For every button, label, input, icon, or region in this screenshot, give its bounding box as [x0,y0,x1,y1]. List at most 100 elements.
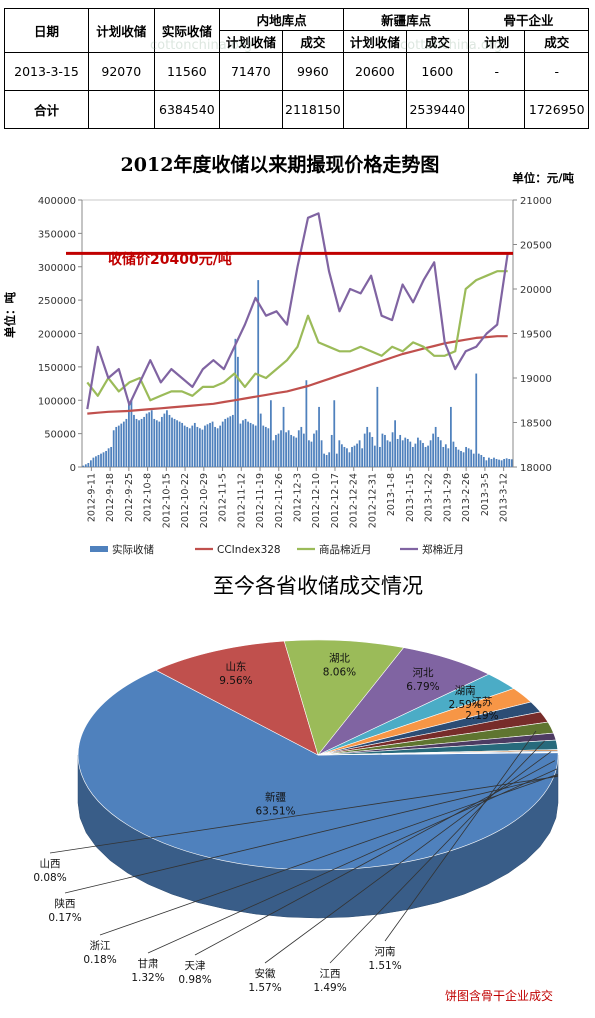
bar-actual-storage [112,430,115,467]
bar-actual-storage [87,462,90,467]
cell-bb-deal: - [524,52,589,91]
x-tick-label: 2012-9-18 [105,473,116,522]
x-tick-label: 2013-1-29 [442,473,453,522]
bar-actual-storage [432,433,435,467]
bar-actual-storage [226,417,229,467]
y-tick-label-left: 400000 [38,196,76,207]
x-tick-label: 2013-1-8 [386,473,397,516]
watermark-text: cottonchina.org [400,38,503,53]
x-tick-label: 2012-12-17 [330,473,341,528]
y-tick-label-right: 21000 [520,196,552,207]
bar-actual-storage [308,440,310,467]
y-tick-label-left: 100000 [38,396,76,407]
pie-callout-line [49,776,558,854]
pie-label-name: 湖北 [329,653,350,665]
bar-actual-storage [224,418,227,467]
bar-actual-storage [414,443,417,467]
bar-actual-storage [315,430,318,467]
bar-actual-storage [505,458,508,467]
bar-actual-storage [282,406,285,467]
bar-actual-storage [503,458,506,467]
bar-actual-storage [361,448,364,467]
total-xj-deal: 2539440 [405,90,470,129]
bar-actual-storage [338,440,341,467]
bar-actual-storage [381,433,384,467]
header-backbone: 骨干企业 [468,8,589,31]
bar-actual-storage [399,434,402,467]
bar-actual-storage [485,460,488,467]
bar-actual-storage [158,421,161,467]
x-tick-label: 2013-2-26 [461,473,472,522]
table-total-row: 合计 6384540 2118150 2539440 1726950 [4,90,589,129]
bar-actual-storage [120,423,123,467]
bar-actual-storage [275,434,277,467]
bar-actual-storage [396,438,399,467]
bar-actual-storage [148,412,151,467]
bar-actual-storage [204,425,206,467]
bar-actual-storage [171,417,173,467]
bar-actual-storage [280,430,282,467]
bar-actual-storage [351,446,353,467]
pie-callout-line [147,768,558,954]
bar-actual-storage [368,432,371,467]
bar-actual-storage [323,453,326,467]
series-line-3 [86,212,509,410]
bar-actual-storage [82,465,85,467]
bar-actual-storage [89,460,92,467]
y-tick-label-right: 19000 [520,374,552,385]
bar-actual-storage [455,446,457,467]
pie-label-name: 浙江 [90,940,111,952]
header-xj-plan: 计划收储 [343,30,407,53]
bar-actual-storage [318,406,320,467]
summary-table: 日期 计划收储 实际收储 内地库点 新疆库点 骨干企业 计划收储 成交 计划收储… [4,8,589,129]
bar-actual-storage [472,453,475,467]
total-plan [88,90,155,129]
x-tick-label: 2012-12-31 [367,473,378,528]
bar-actual-storage [348,452,351,467]
cell-xj-deal: 1600 [405,52,470,91]
bar-actual-storage [457,449,460,467]
bar-actual-storage [269,400,272,467]
pie-label-value: 0.08% [33,872,66,884]
bar-actual-storage [95,456,97,467]
bar-actual-storage [444,444,447,467]
bar-actual-storage [366,426,369,467]
pie-label-value: 6.79% [406,681,439,693]
bar-actual-storage [358,440,361,467]
bar-actual-storage [320,440,323,467]
bar-actual-storage [242,420,244,467]
bar-actual-storage [150,410,153,467]
bar-actual-storage [163,413,166,467]
pie-slice-山东 [155,640,319,756]
pie-slice-山西 [317,751,559,756]
x-tick-label: 2012-11-12 [236,473,247,528]
bar-actual-storage [356,443,358,467]
bar-actual-storage [488,457,490,467]
bar-actual-storage [254,425,257,467]
pie-label-name: 安徽 [255,967,276,980]
bar-actual-storage [290,434,293,467]
header-inland-plan: 计划收储 [219,30,283,53]
pie-label-name: 甘肃 [138,957,159,970]
bar-actual-storage [510,459,513,467]
bar-actual-storage [394,420,396,467]
bar-actual-storage [201,429,204,467]
y-tick-label-left: 200000 [38,330,76,341]
bar-actual-storage [389,441,391,467]
pie-label-value: 0.98% [178,974,211,986]
cell-inland-plan: 71470 [219,52,283,91]
pie-label-value: 9.56% [219,675,252,687]
bar-actual-storage [135,418,138,467]
bar-actual-storage [417,437,419,467]
header-plan: 计划收储 [88,8,155,53]
bar-actual-storage [411,446,414,467]
bar-actual-storage [143,416,146,467]
bar-actual-storage [262,425,265,467]
bar-actual-storage [168,414,171,467]
bar-actual-storage [452,441,455,467]
pie-title: 至今各省收储成交情况 [213,574,423,598]
bar-actual-storage [125,418,128,467]
header-xinjiang: 新疆库点 [343,8,470,31]
pie-callout-line [264,751,552,964]
bar-actual-storage [107,448,110,467]
